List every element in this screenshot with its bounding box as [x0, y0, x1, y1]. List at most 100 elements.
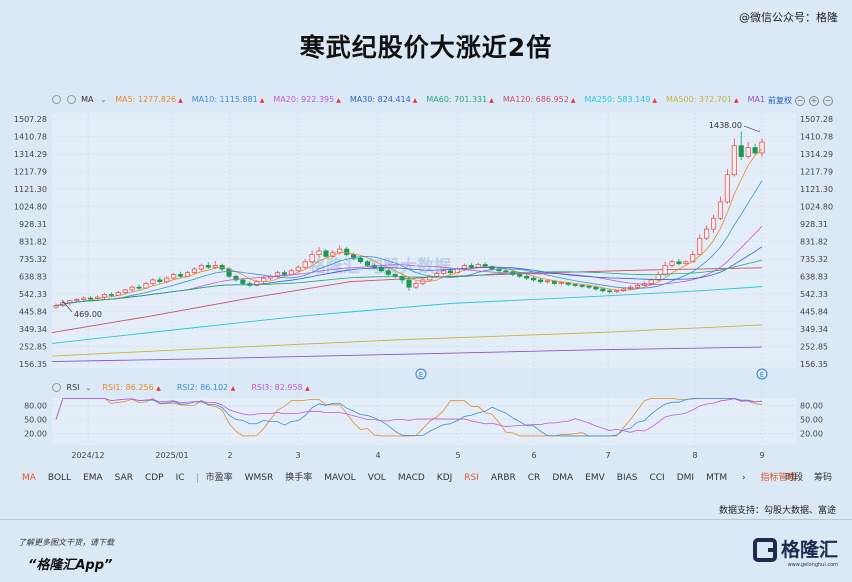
y-tick-right: 1024.80 [800, 203, 833, 212]
eye-icon[interactable] [66, 95, 76, 104]
candle-body [67, 300, 73, 303]
tab-indicator-manage[interactable]: 指标管理 [760, 473, 797, 483]
up-arrow-icon: ▲ [305, 385, 310, 392]
chevron-down-icon[interactable]: ⌄ [100, 95, 107, 104]
event-marker-icon [415, 368, 427, 380]
settings-icon[interactable] [52, 95, 61, 104]
candle-body [441, 270, 447, 274]
up-arrow-icon: ▲ [489, 97, 494, 104]
zoom-out-icon[interactable]: − [823, 96, 833, 106]
candle-body [101, 294, 108, 298]
candle-body [579, 285, 585, 287]
up-arrow-icon: ▲ [156, 385, 161, 392]
candle-body [205, 265, 211, 268]
candle-body [316, 250, 322, 255]
candle-body [385, 270, 391, 275]
candle-body [669, 261, 675, 266]
tab-b-arbr[interactable]: ARBR [490, 473, 516, 483]
ma-item-4: MA60: 701.331 ▲ [426, 95, 494, 104]
rsi2-line [55, 397, 763, 437]
tab-b-mtm[interactable]: MTM [706, 473, 728, 483]
candle-body [136, 286, 142, 289]
candle-body [572, 284, 578, 286]
candle-body [178, 274, 184, 277]
candle-body [759, 141, 765, 154]
logo-url: www.gelonghui.com [787, 562, 838, 568]
min-price-label: 469.00 [74, 310, 102, 319]
candle-body [676, 261, 682, 264]
x-tick: 9 [759, 451, 764, 460]
candle-body [607, 290, 613, 293]
y-tick-right: 156.35 [800, 360, 828, 369]
minus-icon[interactable]: − [795, 96, 805, 106]
y-tick-right: 252.85 [800, 342, 828, 351]
tab-a-boll[interactable]: BOLL [47, 473, 72, 483]
tab-b-市盈率[interactable]: 市盈率 [205, 473, 233, 483]
chevron-right-icon[interactable]: › [741, 473, 746, 483]
tab-a-ma[interactable]: MA [22, 473, 36, 483]
rsi-value-list: RSI1: 86.256 ▲ RSI2: 86.102 ▲ RSI3: 82.958… [102, 383, 325, 392]
tab-a-cdp[interactable]: CDP [144, 473, 164, 483]
tab-b-cci[interactable]: CCI [649, 473, 665, 483]
tab-b-wmsr[interactable]: WMSR [244, 473, 274, 483]
candle-body [524, 275, 530, 279]
tab-separator [196, 472, 198, 483]
indicator-select[interactable]: MA [81, 95, 94, 104]
candle-body [531, 277, 537, 281]
right-tabs: 时段 筹码 [777, 470, 832, 483]
tab-b-dma[interactable]: DMA [552, 473, 574, 483]
x-tick: 2025/01 [155, 451, 188, 460]
up-arrow-icon: ▲ [259, 97, 265, 104]
tab-b-emv[interactable]: EMV [585, 473, 605, 483]
promo-app-name: “格隆汇App” [28, 558, 113, 573]
candle-body [648, 279, 654, 284]
tab-b-vol[interactable]: VOL [367, 473, 386, 483]
y-tick-left: 252.85 [19, 342, 47, 351]
candle-body [704, 228, 710, 239]
tab-b-bias[interactable]: BIAS [616, 473, 638, 483]
tab-b-cr[interactable]: CR [527, 473, 541, 483]
candle-body [74, 299, 80, 302]
zoom-in-icon[interactable]: + [809, 96, 819, 106]
candle-body [724, 174, 730, 203]
ma-value-list: MA5: 1277.826 ▲ MA10: 1115.881 ▲ MA20: 922.3… [115, 95, 779, 104]
tab-a-ic[interactable]: IC [175, 473, 185, 483]
rsi-indicator-name[interactable]: RSI [66, 383, 80, 392]
candle-body [108, 294, 114, 296]
candle-body [738, 145, 744, 157]
tab-b-kdj[interactable]: KDJ [436, 473, 453, 483]
candle-body [710, 217, 717, 230]
x-tick: 5 [455, 451, 460, 460]
candle-body [191, 268, 197, 274]
adjust-button[interactable]: 前复权 [765, 95, 792, 106]
candle-body [731, 145, 737, 176]
y-tick-right: 349.34 [800, 325, 828, 334]
y-tick-right: 1507.28 [800, 115, 833, 124]
stock-chart[interactable]: 1507.28 1507.28 1410.78 1410.78 1314.29 1314.… [0, 0, 852, 470]
tab-b-macd[interactable]: MACD [397, 473, 425, 483]
candle-body [81, 297, 87, 300]
ma-item-5: MA120: 686.952 ▲ [502, 95, 576, 104]
rsi-settings-icon[interactable] [52, 383, 61, 392]
tab-b-dmi[interactable]: DMI [676, 473, 695, 483]
candle-body [171, 274, 177, 279]
up-arrow-icon: ▲ [336, 97, 341, 104]
tab-chips[interactable]: 筹码 [813, 473, 832, 483]
tab-b-rsi[interactable]: RSI [464, 473, 479, 483]
tab-b-mavol[interactable]: MAVOL [324, 473, 356, 483]
rsi-panel-bg [52, 398, 796, 445]
candle-body [662, 265, 668, 275]
tab-b-换手率[interactable]: 换手率 [285, 473, 313, 483]
candle-body [233, 275, 239, 281]
candle-body [150, 279, 156, 284]
chevron-down-icon[interactable]: ⌄ [85, 383, 92, 392]
up-arrow-icon: ▲ [178, 97, 183, 104]
candle-body [447, 270, 454, 274]
tab-period[interactable]: 时段 [785, 473, 804, 483]
candle-body [337, 248, 343, 254]
price-panel-bg [52, 113, 796, 368]
tab-a-sar[interactable]: SAR [114, 473, 133, 483]
tab-a-ema[interactable]: EMA [83, 473, 103, 483]
rsi-legend: RSI ⌄ RSI1: 86.256 ▲ RSI2: 86.102 ▲ RSI3: … [52, 383, 334, 395]
candle-body [537, 279, 544, 283]
